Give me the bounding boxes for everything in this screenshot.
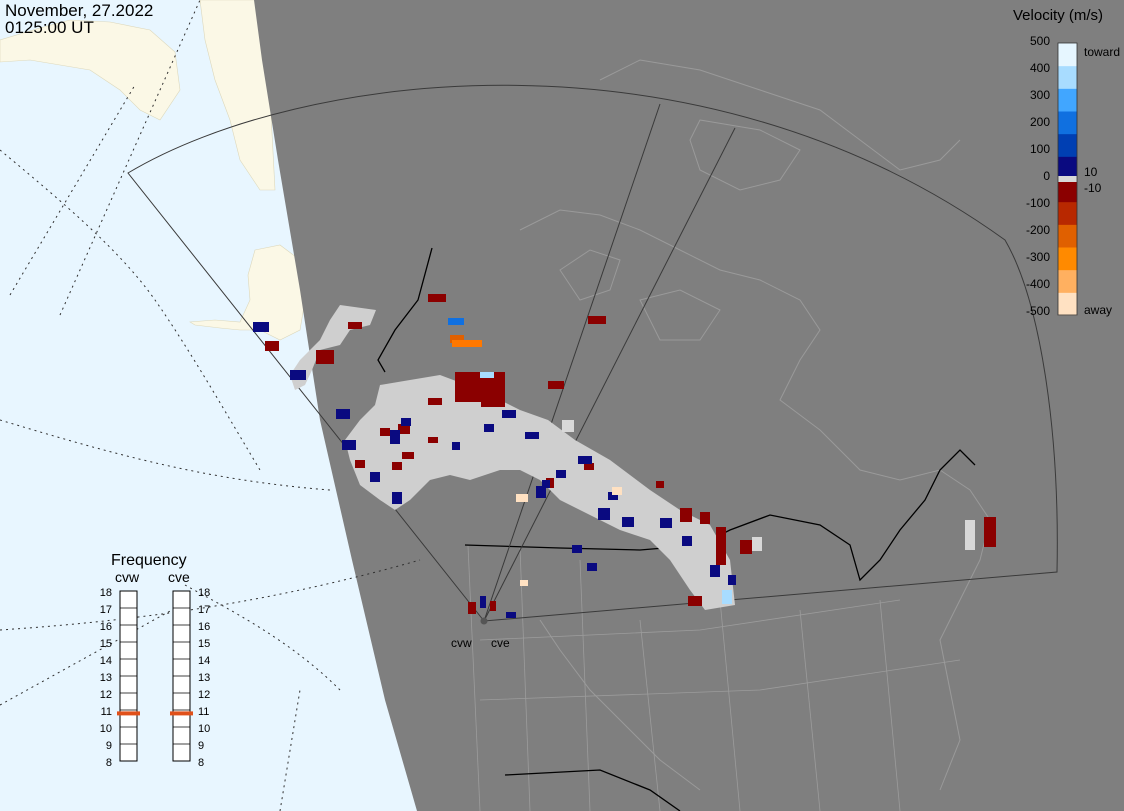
colorbar-tick: 500 (1030, 34, 1050, 48)
field-of-view-outline (127, 84, 1058, 622)
colorbar-swatch (1058, 133, 1077, 157)
colorbar-toward-label: toward (1084, 45, 1120, 59)
colorbar-swatch (1058, 292, 1077, 316)
frequency-tick: 13 (198, 672, 210, 684)
time-label: 0125:00 UT (5, 18, 94, 37)
colorbar-swatch (1058, 247, 1077, 271)
colorbar-tick: -500 (1026, 304, 1050, 318)
date-label: November, 27.2022 (5, 1, 153, 20)
colorbar-tick: -200 (1026, 223, 1050, 237)
frequency-marker (117, 711, 140, 716)
frequency-radar-cve: cve (168, 569, 190, 585)
colorbar-swatch (1058, 156, 1077, 180)
radar-sites: cvw cve (451, 617, 510, 650)
timestamp-header: November, 27.2022 0125:00 UT (5, 1, 153, 37)
velocity-colorbar: Velocity (m/s) 500 400 300 200 100 0 -10… (1013, 7, 1120, 318)
colorbar-swatch (1058, 269, 1077, 293)
frequency-tick: 15 (100, 638, 112, 650)
frequency-scale-right: 18 17 16 15 14 13 12 11 10 9 8 (198, 587, 210, 769)
frequency-radar-cvw: cvw (115, 569, 140, 585)
colorbar-tick: -100 (1026, 196, 1050, 210)
colorbar-swatch (1058, 179, 1077, 203)
frequency-tick: 18 (198, 587, 210, 599)
colorbar-swatch (1058, 224, 1077, 248)
colorbar-tick: 200 (1030, 115, 1050, 129)
colorbar-swatch (1058, 201, 1077, 225)
colorbar-tick: -300 (1026, 250, 1050, 264)
colorbar-tick: -400 (1026, 277, 1050, 291)
frequency-tick: 12 (198, 689, 210, 701)
colorbar-swatch (1058, 43, 1077, 67)
daylight-land (0, 0, 306, 341)
colorbar-swatch (1058, 111, 1077, 135)
frequency-tick: 14 (198, 655, 210, 667)
colorbar-ticks: 500 400 300 200 100 0 -100 -200 -300 -40… (1026, 34, 1050, 318)
frequency-tick: 11 (101, 706, 112, 718)
frequency-tick: 17 (198, 604, 210, 616)
frequency-marker (170, 711, 193, 716)
frequency-tick: 8 (106, 757, 112, 769)
radar-site-marker (480, 617, 488, 625)
frequency-tick: 8 (198, 757, 204, 769)
frequency-tick: 10 (100, 723, 112, 735)
frequency-panel: Frequency cvw cve 18 17 16 15 14 13 12 1… (100, 552, 211, 769)
colorbar-zero-band (1058, 176, 1077, 182)
frequency-tick: 16 (100, 621, 112, 633)
velocity-cells-away (265, 294, 996, 614)
coordinate-grid (0, 0, 421, 811)
colorbar-tick: 400 (1030, 61, 1050, 75)
colorbar-tick: 300 (1030, 88, 1050, 102)
colorbar-swatches (1058, 43, 1077, 316)
frequency-scale-left: 18 17 16 15 14 13 12 11 10 9 8 (100, 587, 112, 769)
colorbar-pos-threshold: 10 (1084, 165, 1098, 179)
colorbar-title: Velocity (m/s) (1013, 7, 1103, 24)
frequency-tick: 9 (106, 740, 112, 752)
site-label-cve: cve (491, 636, 510, 650)
frequency-tick: 17 (100, 604, 112, 616)
colorbar-swatch (1058, 88, 1077, 112)
colorbar-swatch (1058, 65, 1077, 89)
velocity-cells-toward (253, 322, 736, 618)
night-coastlines (519, 59, 991, 791)
frequency-tick: 12 (100, 689, 112, 701)
frequency-tick: 14 (100, 655, 112, 667)
frequency-tick: 10 (198, 723, 210, 735)
velocity-cells-strong (448, 318, 732, 604)
frequency-tick: 11 (198, 706, 209, 718)
frequency-tick: 15 (198, 638, 210, 650)
frequency-bars (117, 590, 193, 762)
colorbar-frame (1057, 42, 1078, 316)
colorbar-neg-threshold: -10 (1084, 181, 1102, 195)
frequency-tick: 16 (198, 621, 210, 633)
frequency-tick: 18 (100, 587, 112, 599)
frequency-tick: 13 (100, 672, 112, 684)
colorbar-tick: 100 (1030, 142, 1050, 156)
frequency-title: Frequency (111, 552, 187, 569)
colorbar-tick: 0 (1043, 169, 1050, 183)
site-label-cvw: cvw (451, 636, 472, 650)
colorbar-away-label: away (1084, 303, 1112, 317)
frequency-tick: 9 (198, 740, 204, 752)
velocity-cells-low (562, 420, 975, 551)
state-boundaries (467, 545, 961, 811)
